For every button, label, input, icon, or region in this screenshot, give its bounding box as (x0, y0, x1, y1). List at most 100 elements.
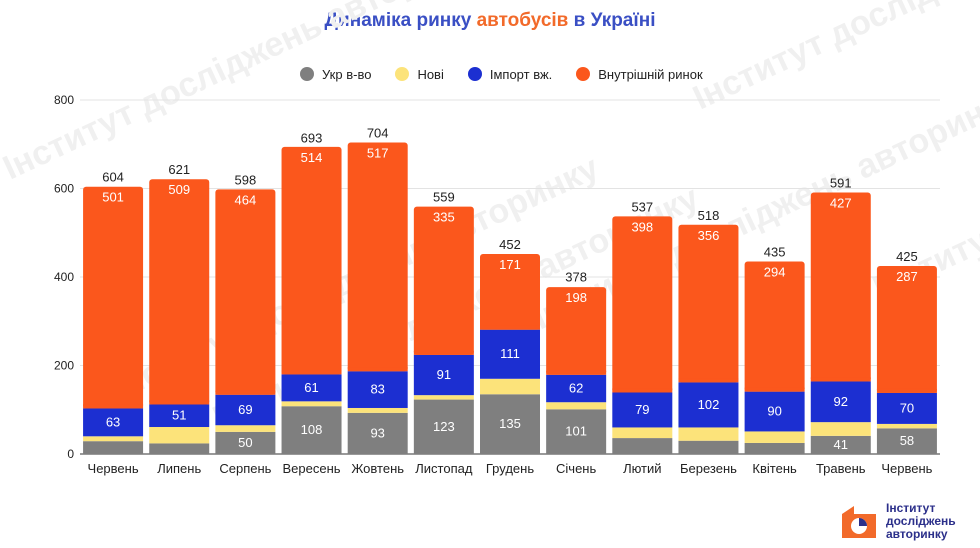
data-label: 509 (168, 182, 190, 197)
data-label: 108 (301, 422, 323, 437)
bar-segment-domestic-base (612, 388, 673, 393)
data-label: 514 (301, 150, 323, 165)
bar-segment-domestic-base (810, 377, 871, 382)
bar-segment-domestic-base (876, 388, 937, 393)
bar-segment-import (678, 382, 739, 428)
data-label: 70 (900, 400, 914, 415)
bar-segment-import (149, 404, 210, 428)
data-label: 101 (565, 424, 587, 439)
bar-segment-import (215, 394, 276, 426)
bar-segment-domestic-base (215, 390, 276, 395)
data-label: 111 (500, 346, 520, 361)
legend-marker-import (467, 67, 482, 81)
bar-segment-import (281, 374, 342, 402)
data-label: 102 (698, 397, 720, 412)
bar-segment-import (744, 391, 805, 432)
data-label: 294 (764, 265, 786, 280)
total-label: 425 (896, 249, 918, 264)
bar-segment-domestic-base (744, 387, 805, 392)
logo: Інститут досліджень авторинку (840, 500, 970, 544)
bar-segment-ukr (876, 428, 937, 454)
bar-segment-domestic (612, 216, 673, 393)
bar-segment-domestic-base (281, 370, 342, 375)
data-label: 501 (102, 190, 124, 205)
logo-line-1: Інститут (886, 501, 936, 515)
bar-segment-domestic-base (480, 325, 540, 330)
legend-item-new: Нові (395, 66, 444, 82)
chart-title: Динаміка ринку автобусів в Україні (0, 10, 980, 32)
x-tick-label: Грудень (486, 461, 534, 476)
legend-label-domestic: Внутрішній ринок (598, 66, 703, 82)
data-label: 335 (433, 210, 455, 225)
total-label: 518 (698, 208, 720, 223)
total-label: 559 (433, 190, 455, 205)
bar-segment-domestic (83, 186, 144, 409)
x-tick-label: Квітень (752, 461, 797, 476)
data-label: 198 (565, 290, 587, 305)
bar-segment-import (546, 374, 607, 403)
bar-segment-new (678, 427, 739, 441)
bar-segment-ukr (347, 412, 408, 454)
chart-legend: Укр в-во Нові Імпорт вж. Внутрішній рино… (300, 64, 727, 84)
data-label: 83 (370, 382, 384, 397)
bar-segment-domestic (281, 146, 342, 375)
x-tick-label: Січень (556, 461, 596, 476)
data-label: 50 (238, 435, 252, 450)
total-label: 621 (168, 162, 190, 177)
y-tick-label: 800 (54, 93, 74, 107)
legend-item-ukr: Укр в-во (300, 67, 371, 82)
x-tick-label: Лютий (623, 461, 661, 476)
bar-segment-import (480, 329, 540, 379)
data-label: 92 (834, 394, 848, 409)
data-label: 62 (569, 381, 583, 396)
y-tick-label: 0 (67, 447, 74, 461)
x-tick-label: Червень (881, 461, 932, 476)
bar-segment-domestic (678, 224, 739, 383)
total-label: 452 (499, 237, 521, 252)
bar-segment-import (413, 354, 474, 396)
data-label: 398 (631, 219, 653, 234)
bar-segment-domestic (480, 253, 540, 330)
bar-segment-domestic (744, 261, 805, 392)
bar-segment-domestic-base (347, 367, 408, 372)
data-label: 69 (238, 402, 252, 417)
bar-segment-ukr (149, 443, 210, 454)
bar-segment-import (83, 408, 144, 437)
bar-segment-domestic (149, 179, 210, 405)
data-label: 79 (635, 402, 649, 417)
title-part1: Динаміка ринку (324, 10, 477, 31)
bar-segment-import (347, 371, 408, 408)
total-label: 598 (235, 172, 257, 187)
legend-label-new: Нові (417, 66, 444, 82)
x-tick-label: Липень (157, 461, 201, 476)
data-label: 61 (304, 380, 318, 395)
bar-segment-ukr (281, 406, 342, 454)
bar-segment-domestic-base (413, 350, 474, 355)
x-tick-label: Березень (680, 461, 737, 476)
legend-marker-domestic (576, 67, 591, 81)
logo-line-3: авторинку (886, 527, 948, 541)
x-tick-label: Листопад (415, 461, 473, 476)
legend-marker-ukr (300, 67, 314, 81)
data-label: 135 (499, 416, 521, 431)
x-tick-label: Серпень (219, 461, 271, 476)
legend-marker-new (395, 67, 410, 81)
legend-item-domestic: Внутрішній ринок (576, 66, 703, 82)
data-label: 517 (367, 145, 389, 160)
data-label: 287 (896, 269, 918, 284)
bar-segment-domestic (810, 192, 871, 382)
bar-segment-new (347, 407, 408, 413)
data-label: 427 (830, 195, 852, 210)
bar-segment-new (546, 402, 607, 410)
x-tick-label: Травень (816, 461, 866, 476)
data-label: 464 (235, 192, 257, 207)
bar-segment-ukr (413, 399, 474, 454)
logo-line-2: досліджень (886, 514, 956, 528)
watermark-text: Інститут досліджень авторинку (0, 0, 494, 187)
bar-segment-import (810, 381, 871, 423)
logo-text: Інститут досліджень авторинку (886, 502, 956, 541)
bar-segment-new (612, 427, 673, 439)
bar-segment-domestic (546, 287, 607, 375)
bar-segment-domestic (876, 265, 937, 393)
data-label: 93 (370, 425, 384, 440)
